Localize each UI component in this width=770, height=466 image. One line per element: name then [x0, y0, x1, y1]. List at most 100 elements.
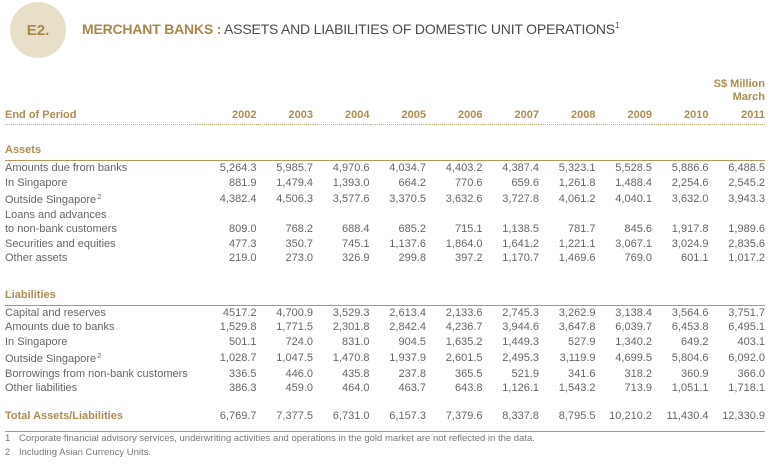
value-cell: 1,047.5 [276, 351, 313, 364]
row-label: Outside Singapore2 [5, 192, 102, 206]
section-title: Assets [5, 136, 765, 161]
row-label: In Singapore [5, 176, 68, 189]
spacer-cell [5, 78, 709, 91]
value-cell: 2,301.8 [332, 321, 370, 333]
value-cell: 326.9 [341, 252, 370, 264]
row-label: Securities and equities [5, 237, 116, 250]
value-cell: 1,771.5 [276, 321, 313, 333]
value-cell [257, 208, 314, 223]
section-header-row: Assets [5, 136, 765, 161]
value-cell: 3,119.9 [559, 351, 596, 364]
year-column-header: 2002 [200, 104, 257, 125]
value-cell: 4,700.9 [276, 306, 313, 319]
value-cell: 845.6 [624, 223, 652, 235]
total-row: Total Assets/Liabilities 6,769.7 7,377.5 6,… [5, 409, 765, 424]
value-cell: 219.0 [228, 252, 257, 264]
unit-label: S$ Million [713, 78, 765, 90]
row-label: Outside Singapore2 [5, 351, 102, 365]
value-cell: 770.6 [454, 176, 483, 189]
value-cell: 318.2 [624, 367, 652, 380]
value-cell [483, 208, 540, 223]
value-cell: 6,495.1 [728, 321, 765, 333]
value-cell: 2,613.4 [389, 306, 426, 319]
value-cell: 1,718.1 [728, 382, 765, 394]
value-cell [313, 208, 370, 223]
value-cell: 1,937.9 [389, 351, 426, 364]
year-column-header: 2008 [539, 104, 596, 125]
value-cell: 1,170.7 [502, 252, 539, 264]
value-cell: 366.0 [737, 367, 765, 380]
value-cell: 4,699.5 [615, 351, 652, 364]
table-row: Amounts due from banks 5,264.3 5,985.7 4,97… [5, 161, 765, 176]
value-cell: 3,529.3 [332, 306, 370, 319]
value-cell: 501.1 [228, 335, 257, 348]
footnotes: 1 Corporate financial advisory services, … [5, 432, 535, 460]
value-cell [709, 208, 766, 223]
value-cell: 2,545.2 [728, 176, 765, 189]
value-cell: 4,236.7 [445, 321, 483, 333]
value-cell: 237.8 [398, 367, 426, 380]
value-cell: 3,632.6 [445, 192, 483, 205]
title-text: ASSETS AND LIABILITIES OF DOMESTIC UNIT … [221, 21, 615, 37]
value-cell: 1,529.8 [219, 321, 257, 333]
value-cell: 1,028.7 [219, 351, 257, 364]
value-cell: 1,138.5 [502, 223, 539, 235]
section-title: Liabilities [5, 280, 765, 306]
year-column-header: 2010 [652, 104, 709, 125]
value-cell: 463.7 [398, 382, 426, 394]
value-cell: 1,479.4 [276, 176, 313, 189]
end-of-period-label: End of Period [5, 104, 200, 125]
value-cell: 2,835.6 [728, 237, 765, 250]
row-label: to non-bank customers [5, 223, 117, 235]
value-cell: 6,039.7 [615, 321, 652, 333]
value-cell: 664.2 [398, 176, 426, 189]
value-cell: 831.0 [341, 335, 370, 348]
value-cell: 4517.2 [222, 306, 257, 319]
spacer-cell [5, 423, 765, 432]
total-value-cell: 12,330.9 [722, 409, 765, 422]
value-cell: 5,323.1 [558, 162, 596, 174]
value-cell: 3,943.3 [728, 192, 765, 205]
value-cell: 643.8 [454, 382, 483, 394]
value-cell: 397.2 [454, 252, 483, 264]
value-cell: 1,543.2 [558, 382, 596, 394]
row-label: Loans and advances [5, 208, 107, 221]
year-column-header: 2006 [426, 104, 483, 125]
spacer-cell [5, 266, 765, 281]
value-cell: 715.1 [454, 223, 483, 235]
value-cell [652, 208, 709, 223]
unit-row: S$ Million [5, 78, 765, 91]
value-cell: 365.5 [454, 367, 483, 380]
spacer-cell [5, 125, 765, 137]
footnote-ref: 2 [97, 351, 102, 360]
value-cell: 1,340.2 [615, 335, 652, 348]
table-row: Outside Singapore2 4,382.4 4,506.3 3,577.6 3… [5, 190, 765, 208]
value-cell: 5,264.3 [219, 162, 257, 174]
table-row: Loans and advances [5, 208, 765, 223]
value-cell: 3,564.6 [671, 306, 709, 319]
footnote-number: 1 [5, 433, 11, 444]
value-cell: 4,382.4 [219, 192, 257, 205]
value-cell: 5,886.6 [671, 162, 709, 174]
month-label: March [732, 91, 765, 103]
value-cell: 341.6 [567, 367, 596, 380]
value-cell: 1,635.2 [445, 335, 483, 348]
value-cell: 4,040.1 [615, 192, 652, 205]
total-value-cell: 6,731.0 [332, 409, 370, 422]
table-row: Borrowings from non-bank customers 336.5 4… [5, 367, 765, 382]
spacer-row [5, 396, 765, 409]
footnote-text: Corporate financial advisory services, u… [19, 433, 535, 444]
value-cell: 2,133.6 [445, 306, 483, 319]
value-cell: 1,126.1 [502, 382, 539, 394]
value-cell: 1,989.6 [728, 223, 765, 235]
value-cell: 3,727.8 [502, 192, 539, 205]
value-cell: 1,641.2 [502, 237, 539, 250]
value-cell: 2,601.5 [445, 351, 483, 364]
table-row: Securities and equities 477.3 350.7 745.1 1,… [5, 237, 765, 252]
value-cell: 1,017.2 [728, 252, 765, 264]
value-cell: 1,469.6 [558, 252, 596, 264]
value-cell: 769.0 [624, 252, 652, 264]
value-cell: 2,495.3 [502, 351, 539, 364]
spacer-row [5, 423, 765, 432]
